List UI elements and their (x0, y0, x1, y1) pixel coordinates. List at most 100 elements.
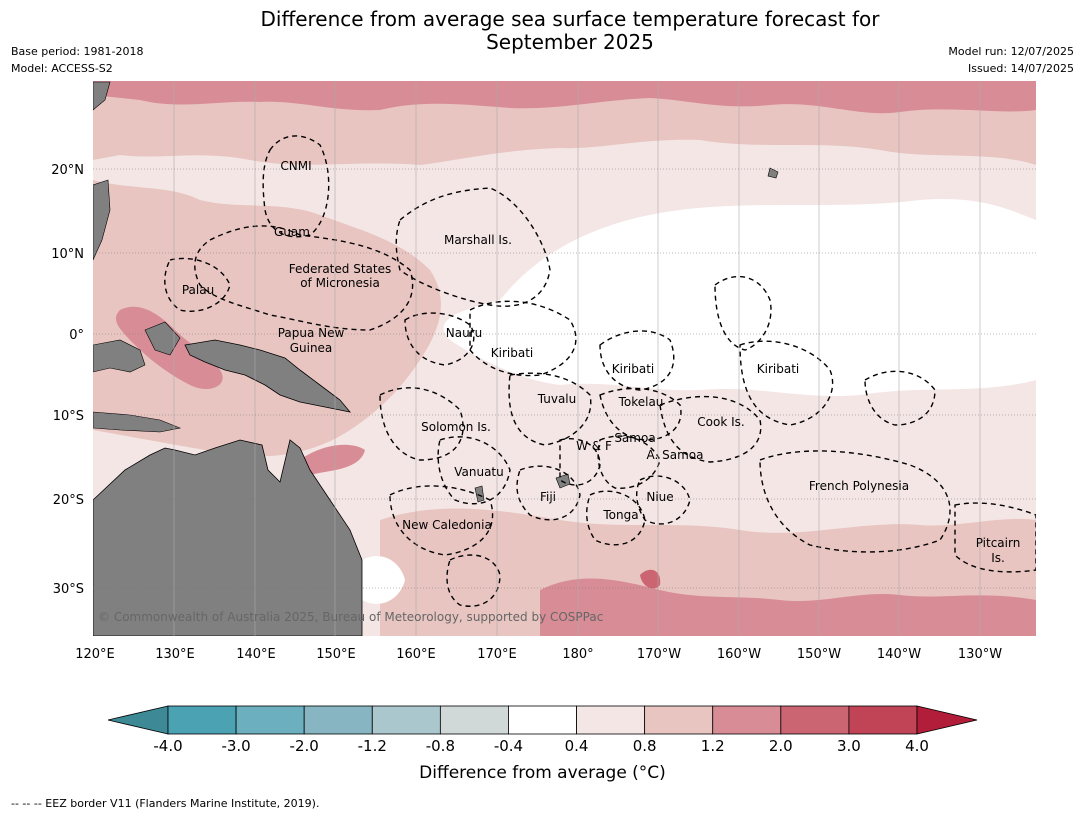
lon-tick: 130°E (155, 647, 195, 662)
colorbar-tick: -4.0 (153, 737, 182, 755)
colorbar-segment (712, 705, 782, 735)
anomaly-warm-pool (93, 180, 441, 457)
label-american-samoa: A. Samoa (647, 448, 704, 462)
anomaly-band-north-strong (93, 81, 1036, 114)
lesser-sunda-landmass (93, 411, 182, 433)
colorbar-tick: 3.0 (837, 737, 861, 755)
philippines-landmass (93, 179, 111, 261)
colorbar-segment (576, 705, 646, 735)
lat-tick: 10°S (53, 409, 84, 424)
lon-tick: 150°E (316, 647, 356, 662)
hawaii-landmass (767, 167, 779, 179)
anomaly-south-peak (640, 569, 661, 589)
colorbar-segment (303, 705, 373, 735)
lon-tick: 160°E (396, 647, 436, 662)
label-tokelau: Tokelau (618, 395, 664, 409)
colorbar-tick: -0.4 (494, 737, 523, 755)
anomaly-neutral-tasman (362, 556, 405, 604)
lon-tick: 170°W (637, 647, 681, 662)
colorbar-tick: -0.8 (426, 737, 455, 755)
meta-right: Model run: 12/07/2025 Issued: 14/07/2025 (948, 43, 1074, 77)
label-solomon-islands: Solomon Is. (421, 420, 491, 434)
label-fsm-line2: of Micronesia (300, 276, 380, 290)
label-kiribati-line: Kiribati (757, 362, 799, 376)
copyright-notice: © Commonwealth of Australia 2025, Bureau… (98, 610, 604, 624)
colorbar: -4.0 -3.0 -2.0 -1.2 -0.8 -0.4 0.4 0.8 1.2 2.0 3.0 4… (107, 705, 978, 755)
anomaly-band-south-strong (540, 578, 1036, 636)
label-marshall-islands: Marshall Is. (444, 233, 512, 247)
anomaly-neutral-central (443, 199, 1036, 397)
colorbar-segment (780, 705, 850, 735)
label-tonga: Tonga (602, 508, 638, 522)
colorbar-segment (644, 705, 714, 735)
colorbar-tick: 4.0 (905, 737, 929, 755)
label-guam: Guam (274, 225, 310, 239)
colorbar-segment (848, 705, 918, 735)
eez-legend: -- -- -- EEZ border V11 (Flanders Marine… (11, 797, 320, 810)
lat-tick: 20°N (51, 163, 84, 178)
sulawesi-landmass (144, 321, 181, 356)
lon-tick: 170°E (477, 647, 517, 662)
colorbar-extend-high (916, 705, 978, 735)
meta-left: Base period: 1981-2018 Model: ACCESS-S2 (11, 43, 143, 77)
label-niue: Niue (646, 490, 673, 504)
lon-tick: 150°W (797, 647, 841, 662)
label-tuvalu: Tuvalu (537, 392, 577, 406)
label-png-line1: Papua New (278, 326, 345, 340)
anomaly-coral-sea-strong (300, 444, 365, 475)
colorbar-tick: 1.2 (701, 737, 725, 755)
title-line-1: Difference from average sea surface temp… (260, 7, 880, 31)
region-labels: CNMI Guam Marshall Is. Palau Federated S… (182, 159, 1020, 565)
asia-landmass (93, 81, 111, 111)
sst-anomaly-field (93, 81, 1036, 636)
longitude-axis: 120°E 130°E 140°E 150°E 160°E 170°E 180°… (75, 647, 1002, 662)
label-pitcairn-line2: Is. (991, 551, 1005, 565)
colorbar-extend-low (107, 705, 169, 735)
lon-tick: 160°W (717, 647, 761, 662)
colorbar-segment (167, 705, 237, 735)
colorbar-tick: 0.4 (565, 737, 589, 755)
label-palau: Palau (182, 283, 214, 297)
label-kiribati-phoenix: Kiribati (612, 362, 654, 376)
label-fiji: Fiji (540, 490, 556, 504)
colorbar-tick: -3.0 (221, 737, 250, 755)
borneo-landmass (93, 339, 146, 373)
base-period: Base period: 1981-2018 (11, 45, 144, 58)
new-caledonia-landmass (474, 485, 485, 503)
colorbar-tick: -1.2 (358, 737, 387, 755)
lat-tick: 10°N (51, 247, 84, 262)
lon-tick: 130°W (958, 647, 1002, 662)
label-french-polynesia: French Polynesia (809, 479, 909, 493)
label-png-line2: Guinea (290, 341, 333, 355)
label-cook-islands: Cook Is. (697, 415, 744, 429)
lon-tick: 140°W (877, 647, 921, 662)
lat-tick: 0° (69, 328, 84, 343)
colorbar-title: Difference from average (°C) (419, 763, 666, 783)
lon-tick: 120°E (75, 647, 115, 662)
label-new-caledonia: New Caledonia (402, 518, 492, 532)
eez-borders (164, 135, 1036, 607)
colorbar-tick: 2.0 (769, 737, 793, 755)
colorbar-segment (371, 705, 441, 735)
label-samoa: Samoa (614, 431, 655, 445)
new-guinea-landmass (184, 339, 352, 413)
label-wallis-futuna: W & F (576, 439, 612, 453)
label-nauru: Nauru (446, 326, 482, 340)
colorbar-tick: 0.8 (633, 737, 657, 755)
label-cnmi: CNMI (280, 159, 311, 173)
latitude-axis: 20°N 10°N 0° 10°S 20°S 30°S (51, 163, 84, 597)
label-pitcairn-line1: Pitcairn (976, 536, 1021, 550)
label-fsm-line1: Federated States (289, 262, 391, 276)
lat-tick: 30°S (53, 582, 84, 597)
latitude-gridlines (93, 168, 1036, 589)
australia-landmass (93, 439, 363, 636)
lat-tick: 20°S (53, 493, 84, 508)
colorbar-segment (508, 705, 577, 735)
model-run: Model run: 12/07/2025 (948, 45, 1074, 58)
label-vanuatu: Vanuatu (454, 465, 504, 479)
label-kiribati-gilbert: Kiribati (491, 346, 533, 360)
title-line-2: September 2025 (486, 30, 654, 54)
lon-tick: 140°E (236, 647, 276, 662)
chart-title: Difference from average sea surface temp… (220, 8, 920, 54)
